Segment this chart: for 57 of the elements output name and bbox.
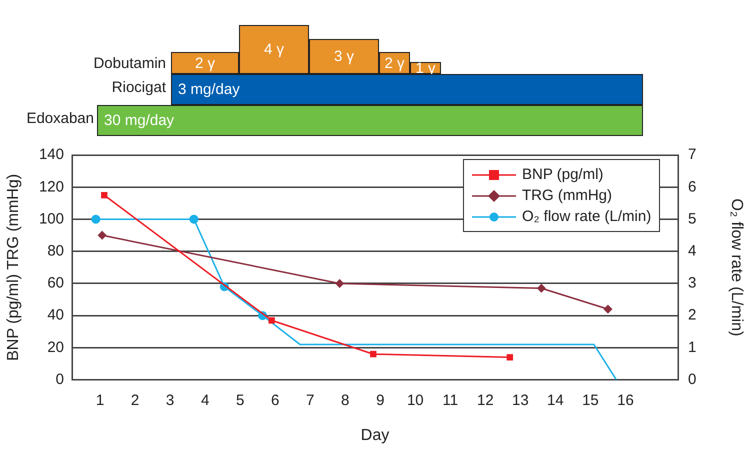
point (98, 230, 107, 240)
x-tick-label: 10 (406, 392, 424, 409)
schedule-block: 30 mg/day (97, 105, 643, 136)
y2-tick-label: 7 (688, 146, 696, 164)
y-tick-label: 20 (47, 338, 64, 356)
y-tick-label: 0 (56, 370, 64, 388)
schedule-block: 4 γ (239, 25, 309, 74)
legend-label: O₂ flow rate (L/min) (522, 208, 652, 225)
x-tick-label: 7 (306, 392, 314, 409)
y2-tick-label: 3 (688, 274, 696, 292)
x-tick-label: 15 (582, 392, 599, 409)
y2-tick-label: 5 (688, 210, 696, 228)
point (506, 354, 514, 360)
y-tick-label: 140 (38, 146, 64, 164)
legend-label: BNP (pg/ml) (522, 166, 604, 183)
x-tick-label: 13 (512, 392, 529, 409)
point (268, 317, 275, 324)
x-tick-label: 14 (547, 392, 564, 409)
x-tick-label: 2 (130, 392, 140, 409)
x-tick-label: 6 (270, 392, 280, 409)
x-axis-title: Day (360, 426, 390, 444)
point (189, 214, 198, 224)
y2-tick-label: 6 (688, 178, 696, 196)
category-label: Edoxaban (26, 110, 94, 127)
legend-label: TRG (mmHg) (522, 187, 612, 204)
category-label: Riocigat (112, 79, 166, 96)
schedule-block: 3 mg/day (171, 74, 643, 105)
x-tick-label: 12 (476, 392, 494, 409)
y2-tick-label: 0 (688, 370, 696, 388)
x-tick-label: 8 (341, 392, 350, 409)
point (370, 350, 376, 358)
y-tick-label: 60 (47, 274, 64, 292)
y-tick-label: 80 (47, 242, 64, 260)
x-tick-label: 9 (376, 392, 384, 409)
point (335, 278, 344, 288)
y2-tick-label: 2 (688, 306, 696, 324)
x-tick-label: 11 (442, 392, 458, 409)
point (536, 284, 546, 293)
point (101, 192, 108, 198)
y-tick-label: 40 (47, 306, 64, 324)
y2-tick-label: 1 (688, 338, 696, 356)
x-tick-label: 4 (200, 392, 210, 409)
y2-axis-title: O₂ flow rate (L/min) (728, 198, 745, 336)
y-tick-label: 120 (38, 178, 64, 196)
x-tick-label: 16 (617, 392, 634, 409)
schedule-block: 2 γ (171, 52, 239, 74)
x-tick-label: 3 (166, 392, 174, 409)
point (603, 304, 612, 314)
x-tick-label: 5 (236, 392, 244, 409)
y2-tick-label: 4 (688, 242, 696, 260)
category-label: Dobutamin (93, 55, 166, 72)
schedule-block: 3 γ (309, 39, 379, 74)
x-tick-label: 1 (96, 392, 104, 409)
y-axis-title: BNP (pg/ml) TRG (mmHg) (5, 174, 22, 361)
schedule-block: 2 γ (379, 52, 410, 74)
point (91, 214, 100, 224)
y-tick-label: 100 (38, 210, 64, 228)
